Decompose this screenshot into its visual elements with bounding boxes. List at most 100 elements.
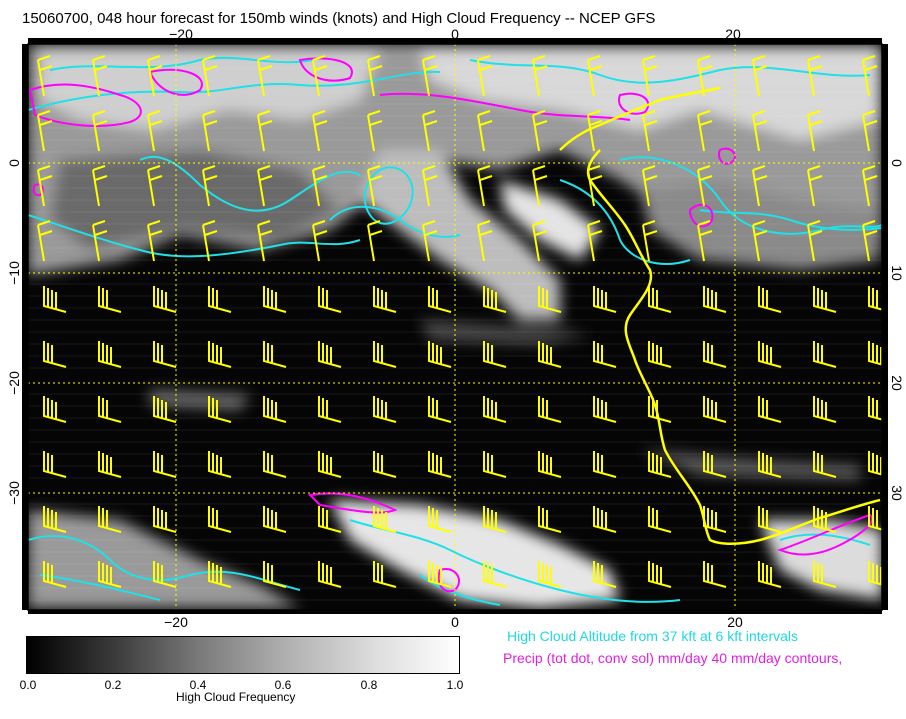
wind-barb [318,286,342,313]
wind-barb [868,561,882,586]
colorbar-tick: 0.6 [274,678,292,692]
wind-barbs [37,55,882,588]
wind-barb [868,286,882,311]
wind-barb [593,561,617,588]
lat-tick-right: 30 [889,485,905,501]
wind-barb [312,55,328,97]
wind-barb [477,55,493,97]
wind-barb [43,561,67,588]
wind-barb [318,396,342,423]
wind-barb [318,506,342,533]
colorbar-tick: 0.2 [104,678,122,692]
wind-barb [98,506,122,533]
lon-tick-bottom: 0 [451,614,459,630]
wind-barb [202,55,218,97]
wind-barb [373,341,397,368]
wind-barb [153,396,177,423]
lat-tick-left: −10 [6,261,22,285]
wind-barb [147,110,163,152]
coastline [559,86,881,545]
wind-barb [813,451,837,478]
wind-barb [703,341,727,368]
wind-barb [532,55,548,97]
wind-barb [312,165,328,207]
wind-barb [98,561,122,588]
wind-barb [538,451,562,478]
wind-barb [257,220,273,262]
wind-barb [642,165,658,207]
wind-barb [593,451,617,478]
wind-barb [538,506,562,533]
wind-barb [813,506,837,533]
wind-barb [373,396,397,423]
colorbar-tick: 0.8 [360,678,378,692]
wind-barb [642,55,658,97]
wind-barb [318,451,342,478]
wind-barb [153,506,177,533]
colorbar-tick: 0.0 [19,678,37,692]
wind-barb [587,110,603,152]
wind-barb [813,341,837,368]
wind-barb [373,506,397,533]
wind-barb [428,506,452,533]
wind-barb [642,220,658,262]
wind-barb [202,165,218,207]
wind-barb [868,506,882,531]
wind-barb [208,451,232,478]
wind-barb [758,561,782,588]
wind-barb [532,220,548,262]
lat-tick-left: 0 [6,159,22,167]
wind-barb [318,561,342,588]
wind-barb [758,341,782,368]
wind-barb [37,165,53,207]
lat-tick-right: 0 [889,159,905,167]
wind-barb [257,55,273,97]
top-frame-bar [28,38,882,44]
wind-barb [868,451,882,476]
wind-barb [373,286,397,313]
lat-tick-right: 20 [889,375,905,391]
wind-barb [422,110,438,152]
wind-barb [98,396,122,423]
wind-barb [862,165,878,207]
wind-barb [367,220,383,262]
wind-barb [43,341,67,368]
wind-barb [373,451,397,478]
wind-barb [483,396,507,423]
wind-barb [648,396,672,423]
wind-barb [98,286,122,313]
wind-barb [807,55,823,97]
wind-barb [92,55,108,97]
wind-barb [532,110,548,152]
wind-barb [43,451,67,478]
wind-barb [758,506,782,533]
wind-barb [263,286,287,313]
wind-barb [752,110,768,152]
wind-barb [202,110,218,152]
wind-barb [428,286,452,313]
lon-tick-bottom: 20 [727,614,743,630]
wind-barb [807,220,823,262]
wind-barb [422,165,438,207]
wind-barb [422,55,438,97]
lon-tick-top: 0 [451,26,459,42]
wind-barb [92,110,108,152]
lat-tick-left: −30 [6,481,22,505]
wind-barb [813,396,837,423]
wind-barb [587,55,603,97]
wind-barb [587,220,603,262]
wind-barb [538,341,562,368]
wind-barb [758,396,782,423]
map-title: 15060700, 048 hour forecast for 150mb wi… [22,10,656,27]
wind-barb [263,396,287,423]
wind-barb [648,451,672,478]
wind-barb [147,165,163,207]
colorbar-tick: 1.0 [446,678,464,692]
wind-barb [257,165,273,207]
wind-barb [202,220,218,262]
wind-barb [483,341,507,368]
wind-barb [428,341,452,368]
wind-barb [538,286,562,313]
wind-barb [648,506,672,533]
wind-barb [43,506,67,533]
